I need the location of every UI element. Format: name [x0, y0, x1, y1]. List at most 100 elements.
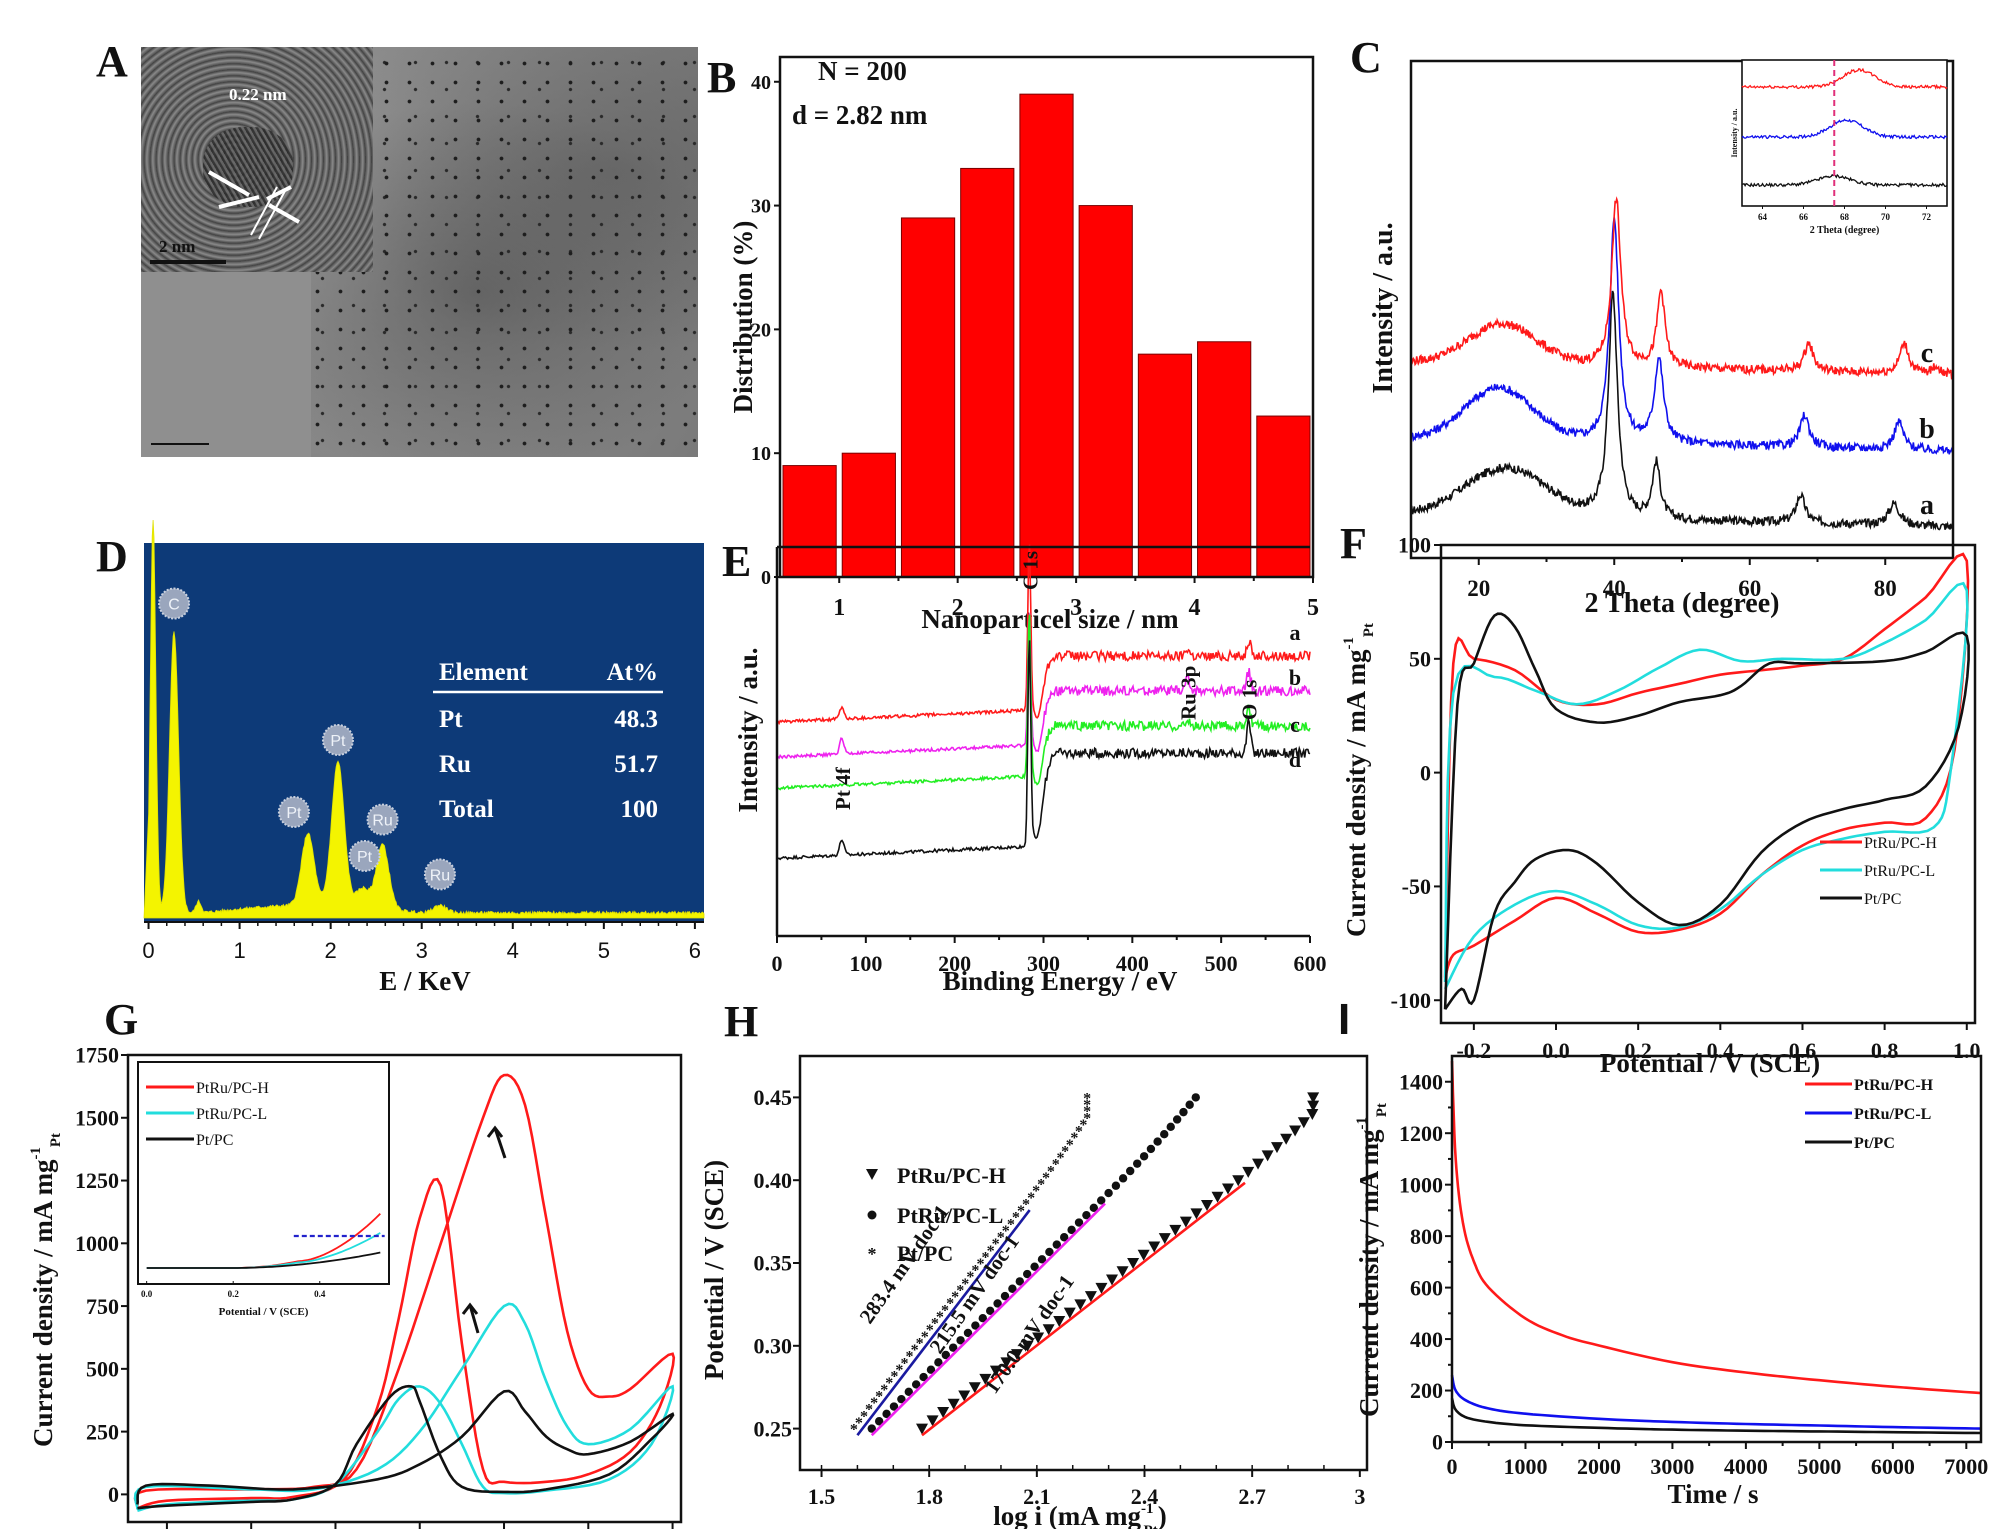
x-tick-label: 7000: [1944, 1454, 1988, 1479]
y-tick-label: 600: [1410, 1275, 1443, 1300]
y-tick-label: 250: [86, 1419, 119, 1444]
x-tick-label: 1: [233, 938, 245, 963]
data-point-circle: [1166, 1122, 1175, 1132]
x-tick-label: 0.4: [1707, 1038, 1735, 1063]
data-point-star: *: [1002, 1223, 1010, 1240]
table-cell-value: 48.3: [614, 706, 658, 733]
plot-frame: [778, 55, 1315, 579]
data-point-star: *: [900, 1355, 908, 1372]
data-point-star: *: [1056, 1150, 1064, 1167]
y-tick-label: 0: [108, 1482, 119, 1507]
curve-label-c: c: [1921, 338, 1933, 369]
curve-label-b: b: [1289, 665, 1301, 690]
data-point-star: *: [1012, 1210, 1020, 1227]
hrtem-scale-bar: [150, 260, 226, 264]
legend-label: Pt/PC: [196, 1132, 233, 1149]
table-cell-value: 100: [621, 796, 659, 823]
data-point-star: *: [906, 1349, 914, 1366]
x-tick-label: 0: [772, 951, 783, 976]
data-point-circle: [897, 1394, 906, 1404]
panel-label-b: B: [707, 53, 737, 102]
data-point-circle: [993, 1299, 1002, 1308]
data-point-circle: [1030, 1262, 1039, 1271]
x-tick-label: 1.0: [1953, 1038, 1981, 1063]
data-point-circle: [1045, 1247, 1054, 1257]
data-point-circle: [1133, 1159, 1142, 1168]
data-point-star: *: [880, 1382, 888, 1399]
peak-badge-c: [158, 587, 191, 620]
y-tick-label: 50: [1409, 647, 1431, 672]
data-point-triangle: [937, 1407, 950, 1419]
eds-background: [144, 543, 704, 922]
data-point-star: *: [1066, 1137, 1074, 1154]
x-axis-label: E / KeV: [379, 966, 471, 996]
xps-curve-b: [776, 613, 1311, 760]
x-tick-label: 2.7: [1238, 1484, 1266, 1509]
data-point-star: *: [1027, 1190, 1035, 1207]
y-axis-label: Intensity / a.u.: [1730, 109, 1739, 158]
peak-badge-label: Ru: [372, 813, 392, 830]
data-point-circle: [1146, 1144, 1156, 1154]
x-tick-label: 6000: [1871, 1454, 1915, 1479]
inset-frame: [137, 1061, 390, 1285]
data-point-circle: [1097, 1196, 1106, 1205]
data-point-star: *: [855, 1415, 863, 1432]
y-tick-label: 400: [1410, 1327, 1443, 1352]
data-point-circle: [963, 1328, 973, 1338]
y-tick-label: 1000: [1399, 1172, 1443, 1197]
histogram-bar: [841, 452, 896, 578]
data-point-triangle: [1261, 1150, 1274, 1162]
histogram-bar: [960, 167, 1015, 578]
tem-empty-region: [141, 272, 311, 457]
x-tick-label: 600: [1294, 951, 1327, 976]
y-axis-label: Potential / V (SCE): [699, 1160, 729, 1380]
arrow-head: [486, 1125, 504, 1138]
peak-label: O 1s: [1238, 680, 1262, 720]
x-tick-label: 1.5: [808, 1484, 836, 1509]
data-point-star: *: [941, 1302, 949, 1319]
data-point-triangle: [989, 1365, 1002, 1377]
data-point-triangle: [1074, 1299, 1087, 1311]
hrtem-scale-label: 2 nm: [159, 237, 196, 256]
x-tick-label: 1: [833, 595, 845, 621]
x-axis-label: Potential / V (SCE): [1600, 1048, 1820, 1078]
plot-frame: [1450, 1054, 1983, 1444]
x-tick-label: -0.2: [1456, 1038, 1491, 1063]
data-point-circle: [874, 1417, 884, 1426]
ca-curve-ptrupcl: [1450, 1374, 1982, 1430]
x-tick-label: 100: [849, 951, 882, 976]
data-point-triangle: [926, 1415, 939, 1427]
y-tick-label: 100: [1398, 533, 1431, 558]
x-tick-label: 80: [1874, 576, 1897, 601]
panel-label-i: I: [1338, 995, 1351, 1044]
inset-x-tick-label: 0.4: [314, 1289, 326, 1299]
data-point-star: *: [961, 1276, 969, 1293]
xps-curve-a: [776, 544, 1311, 726]
y-tick-label: 1200: [1399, 1121, 1443, 1146]
x-tick-label: 3000: [1650, 1454, 1694, 1479]
legend-label: PtRu/PC-H: [196, 1080, 269, 1097]
cv-curve-ptpc: [136, 1384, 675, 1510]
peak-badge-pt: [348, 839, 381, 872]
data-point-circle: [971, 1321, 980, 1330]
tafel-fit-line: [856, 1209, 1031, 1437]
peak-badge-pt: [321, 723, 354, 756]
data-point-star: *: [1075, 1124, 1083, 1141]
data-point-star: *: [1022, 1196, 1030, 1213]
tem-scale-bar: [151, 443, 209, 445]
curve-label-d: d: [1289, 747, 1301, 772]
data-point-circle: [1160, 1130, 1169, 1139]
table-header-at-percent: At%: [607, 659, 658, 686]
x-tick-label: 60: [1738, 576, 1761, 601]
legend-marker-circle: [867, 1210, 877, 1220]
data-point-star: *: [931, 1316, 939, 1333]
legend-label: PtRu/PC-L: [1854, 1106, 1931, 1123]
data-point-triangle: [1297, 1117, 1310, 1129]
data-point-triangle: [1289, 1125, 1302, 1137]
peak-badge-ru: [366, 803, 399, 836]
annotation-mean-size: d = 2.82 nm: [792, 100, 928, 130]
inset-xrd-curve-a: [1741, 173, 1948, 189]
inset-xrd-curve-c: [1741, 67, 1948, 90]
legend-label: PtRu/PC-H: [1854, 1077, 1934, 1094]
